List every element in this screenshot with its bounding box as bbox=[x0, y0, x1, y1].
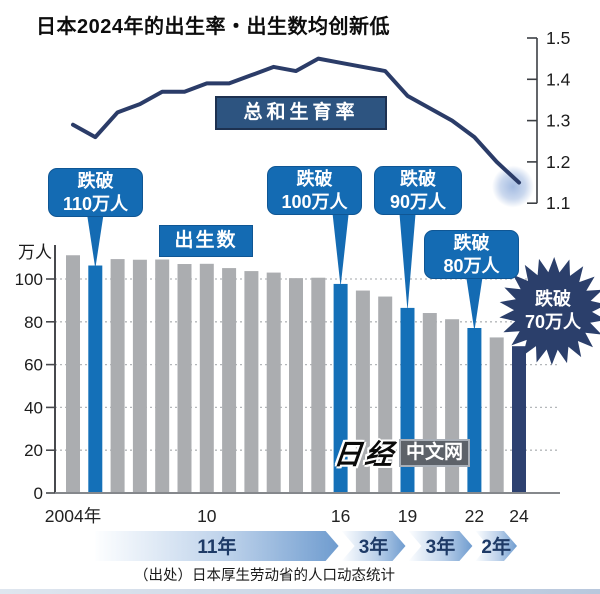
bar-2009 bbox=[177, 264, 192, 493]
bar-2005 bbox=[88, 265, 103, 493]
x-axis-labels: 2004年 10 16 19 22 24 bbox=[45, 506, 529, 526]
watermark: 日经 中文网 bbox=[332, 433, 471, 473]
callout-line2: 100万人 bbox=[281, 192, 348, 212]
callout-line2: 90万人 bbox=[389, 192, 447, 212]
fertility-rate-series-label: 总和生育率 bbox=[215, 96, 387, 130]
left-axis-unit: 万人 bbox=[18, 243, 52, 262]
svg-text:0: 0 bbox=[34, 484, 43, 503]
svg-text:22: 22 bbox=[465, 506, 484, 526]
source-note: （出处）日本厚生劳动省的人口动态统计 bbox=[134, 568, 395, 584]
svg-text:2004年: 2004年 bbox=[45, 506, 101, 526]
svg-text:3年: 3年 bbox=[359, 535, 389, 558]
callout-line1: 跌破 bbox=[77, 171, 114, 191]
bar-2007 bbox=[132, 259, 147, 493]
bar-2011 bbox=[222, 268, 237, 493]
bar-2024 bbox=[512, 346, 526, 493]
svg-text:11年: 11年 bbox=[197, 535, 236, 558]
callout-line1: 跌破 bbox=[400, 169, 436, 189]
bar-2008 bbox=[155, 259, 170, 493]
callout-below-1.00m: 跌破 100万人 bbox=[267, 166, 362, 215]
callout-line2: 110万人 bbox=[62, 194, 129, 214]
svg-text:1.3: 1.3 bbox=[546, 111, 570, 131]
svg-text:1.1: 1.1 bbox=[546, 193, 570, 213]
bar-2004 bbox=[66, 255, 80, 493]
svg-text:1.4: 1.4 bbox=[546, 69, 571, 89]
starburst-badge bbox=[499, 257, 600, 365]
callout-tails bbox=[87, 214, 483, 332]
line-end-halo bbox=[492, 165, 534, 208]
birth-bars bbox=[66, 255, 526, 493]
bar-2012 bbox=[244, 271, 259, 493]
callout-below-1.10m: 跌破 110万人 bbox=[48, 168, 143, 217]
callout-line1: 跌破 bbox=[535, 289, 571, 309]
bar-2015 bbox=[311, 277, 326, 493]
svg-text:3年: 3年 bbox=[426, 535, 456, 558]
bar-2017 bbox=[355, 290, 370, 493]
fertility-rate-line bbox=[71, 56, 521, 185]
svg-text:60: 60 bbox=[24, 356, 43, 375]
callout-line1: 跌破 bbox=[453, 233, 490, 253]
svg-text:40: 40 bbox=[24, 398, 43, 417]
left-axis: 0 20 40 60 80 100 万人 bbox=[15, 243, 560, 503]
bottom-edge-strip bbox=[0, 589, 600, 594]
svg-text:19: 19 bbox=[398, 506, 417, 526]
callout-below-0.70m-starburst-text: 跌破 70万人 bbox=[525, 288, 581, 334]
svg-text:20: 20 bbox=[24, 441, 43, 460]
svg-text:1.5: 1.5 bbox=[546, 28, 570, 48]
svg-text:16: 16 bbox=[331, 506, 350, 526]
watermark-suffix-badge: 中文网 bbox=[399, 439, 471, 467]
watermark-brand-logo: 日经 bbox=[332, 439, 398, 470]
page-title: 日本2024年的出生率・出生数均创新低 bbox=[36, 16, 390, 38]
callout-line2: 70万人 bbox=[524, 312, 582, 332]
bar-2010 bbox=[199, 263, 214, 493]
svg-text:10: 10 bbox=[197, 506, 217, 526]
callout-below-0.90m: 跌破 90万人 bbox=[374, 166, 462, 215]
svg-text:1.2: 1.2 bbox=[546, 152, 570, 172]
gridlines bbox=[55, 278, 557, 451]
bar-2013 bbox=[266, 272, 281, 493]
bar-2018 bbox=[378, 296, 393, 493]
svg-text:100: 100 bbox=[15, 270, 43, 289]
callout-line2: 80万人 bbox=[443, 256, 500, 276]
bar-2014 bbox=[289, 278, 303, 493]
bar-2023 bbox=[489, 337, 504, 493]
births-series-label: 出生数 bbox=[159, 225, 253, 257]
era-arrows: 11年 3年 3年 2年 bbox=[95, 531, 517, 561]
svg-text:2年: 2年 bbox=[481, 535, 511, 558]
callout-line1: 跌破 bbox=[296, 169, 333, 189]
svg-text:24: 24 bbox=[509, 506, 529, 526]
right-axis: 1.1 1.2 1.3 1.4 1.5 bbox=[527, 28, 571, 213]
svg-text:80: 80 bbox=[24, 313, 43, 332]
bar-2022 bbox=[467, 328, 482, 493]
callout-below-0.80m: 跌破 80万人 bbox=[424, 230, 519, 279]
bar-2006 bbox=[110, 259, 125, 493]
bar-2016 bbox=[333, 283, 348, 493]
